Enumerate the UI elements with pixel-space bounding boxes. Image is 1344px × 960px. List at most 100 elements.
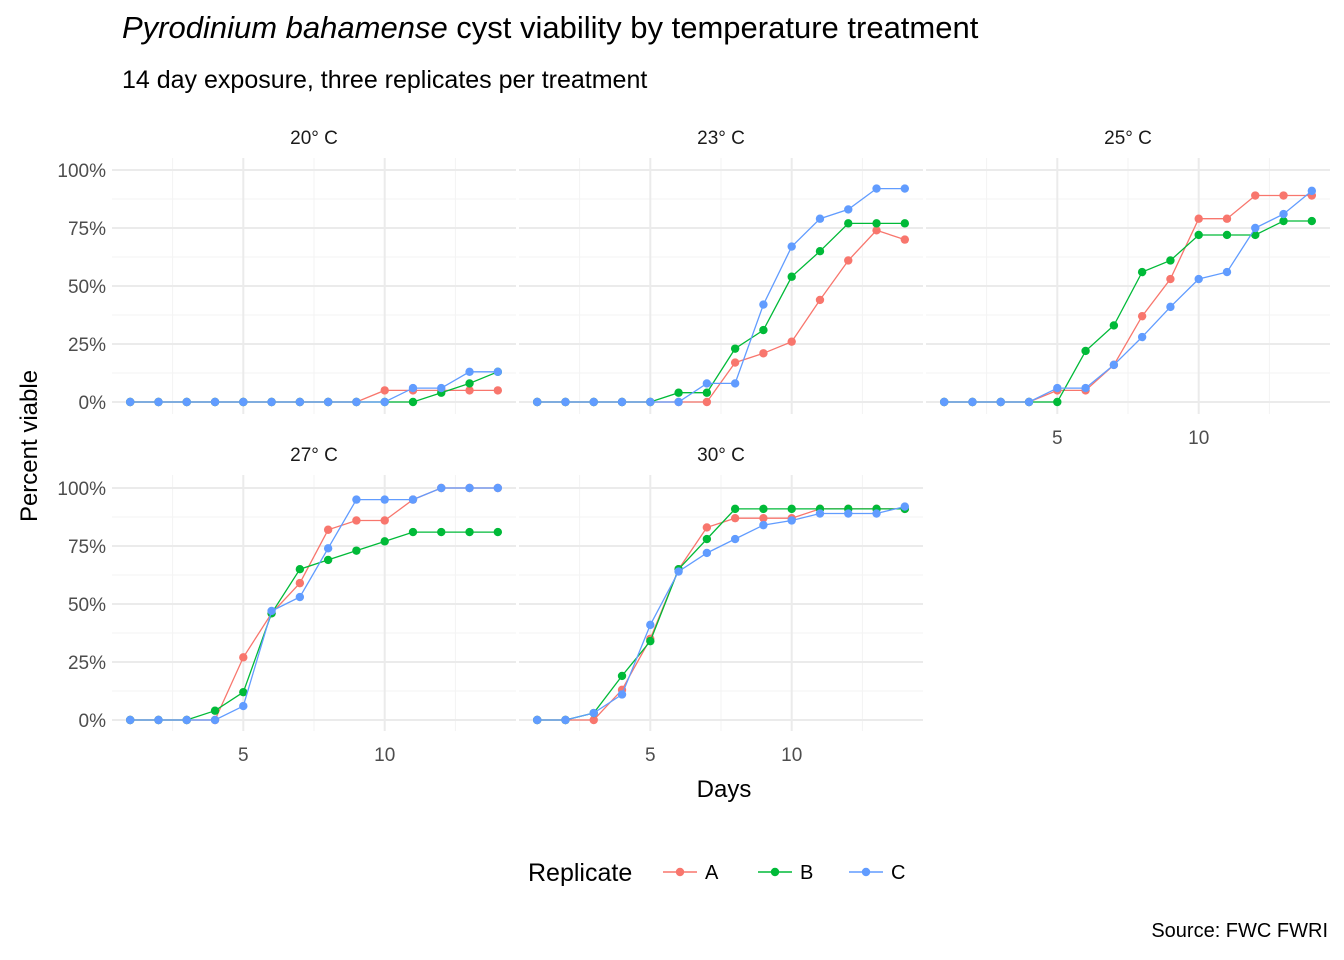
data-point-C <box>939 397 949 407</box>
y-axis-title: Percent viable <box>16 370 43 522</box>
data-point-C <box>437 483 446 493</box>
x-tick-label: 10 <box>1188 428 1209 449</box>
facet-panel-2: 25° C 5 10 <box>926 128 1330 449</box>
x-axis-title: Days <box>697 776 752 803</box>
data-point-C <box>493 367 503 377</box>
y-tick-label: 50% <box>68 277 106 298</box>
chart-title-rest: cyst viability by temperature treatment <box>447 10 979 45</box>
data-point-A <box>380 386 389 395</box>
legend-label-B: B <box>800 862 813 884</box>
data-point-B <box>493 527 503 537</box>
data-point-A <box>465 386 474 395</box>
data-point-C <box>844 205 853 214</box>
data-point-B <box>646 636 655 646</box>
data-point-C <box>617 690 627 699</box>
facet-label: 27° C <box>290 445 338 466</box>
legend-label-C: C <box>891 862 905 884</box>
facet-panel-4: 30° C 5 10 <box>519 445 923 766</box>
x-tick-label: 10 <box>374 745 395 766</box>
facet-panel-3: 27° C 0% 25% 50% 75% 100% 5 10 <box>57 445 516 766</box>
facet-label: 20° C <box>290 128 338 149</box>
data-point-B <box>900 219 910 228</box>
data-point-C <box>1222 267 1232 277</box>
data-point-B <box>730 504 740 514</box>
data-point-C <box>674 567 683 576</box>
data-point-C <box>968 397 977 407</box>
data-point-A <box>493 386 503 395</box>
y-tick-label: 100% <box>57 479 106 500</box>
data-point-C <box>210 715 220 725</box>
data-point-B <box>1307 216 1317 226</box>
data-point-C <box>1251 223 1260 233</box>
data-point-C <box>674 397 683 407</box>
data-point-C <box>1109 360 1119 370</box>
data-point-C <box>996 397 1005 407</box>
data-point-B <box>408 527 418 537</box>
data-point-C <box>380 397 389 407</box>
data-point-C <box>589 708 598 718</box>
facet-label: 25° C <box>1104 128 1152 149</box>
data-point-A <box>844 256 853 265</box>
data-point-C <box>125 715 135 725</box>
data-point-C <box>872 509 881 518</box>
data-point-C <box>1279 209 1288 219</box>
data-point-B <box>730 344 740 353</box>
data-point-C <box>702 548 712 558</box>
data-point-B <box>323 555 333 565</box>
data-point-A <box>1222 214 1232 223</box>
data-point-B <box>465 379 474 388</box>
data-point-B <box>617 671 627 681</box>
data-point-C <box>493 483 503 493</box>
data-point-C <box>1194 274 1203 284</box>
facet-panel-0: 20° C 0% 25% 50% 75% 100% <box>57 128 516 414</box>
data-point-B <box>1194 230 1203 240</box>
data-point-C <box>532 715 542 725</box>
data-point-C <box>465 367 474 377</box>
data-point-A <box>380 516 389 525</box>
data-point-B <box>352 546 361 555</box>
series-line-C <box>537 505 905 721</box>
data-point-C <box>437 383 446 393</box>
data-point-C <box>872 184 881 193</box>
data-point-B <box>295 565 305 574</box>
data-point-C <box>646 620 655 630</box>
data-point-C <box>323 544 333 553</box>
data-point-C <box>182 397 191 407</box>
data-point-C <box>323 397 333 407</box>
data-point-B <box>1081 346 1090 356</box>
facet-panel-1: 23° C <box>519 128 923 414</box>
data-point-C <box>900 502 910 511</box>
data-point-B <box>787 272 796 281</box>
data-point-C <box>1307 186 1317 196</box>
data-point-B <box>787 504 796 514</box>
data-point-B <box>759 504 768 514</box>
data-point-B <box>1053 397 1062 407</box>
data-point-B <box>702 388 712 397</box>
data-point-C <box>408 383 418 393</box>
data-point-B <box>1137 267 1147 277</box>
data-point-A <box>702 397 712 407</box>
data-point-C <box>1053 383 1062 393</box>
legend-title: Replicate <box>528 859 632 887</box>
legend-key-point-C <box>861 867 871 877</box>
chart-caption: Source: FWC FWRI <box>1151 920 1328 942</box>
data-point-B <box>872 219 881 228</box>
legend: Replicate A B C <box>528 859 905 887</box>
y-tick-label: 0% <box>79 393 107 414</box>
data-point-B <box>1109 321 1119 330</box>
data-point-C <box>787 242 796 251</box>
series-line-C <box>537 187 905 403</box>
x-tick-label: 5 <box>1052 428 1063 449</box>
data-point-B <box>408 397 418 407</box>
data-point-C <box>154 715 163 725</box>
data-point-B <box>844 219 853 228</box>
data-point-C <box>465 483 474 493</box>
series-line-B <box>130 531 498 721</box>
data-point-C <box>125 397 135 407</box>
y-tick-label: 25% <box>68 335 106 356</box>
data-point-B <box>1166 256 1175 265</box>
data-point-C <box>900 184 910 193</box>
data-point-C <box>532 397 542 407</box>
data-point-A <box>323 525 333 534</box>
series-line-C <box>130 371 498 403</box>
